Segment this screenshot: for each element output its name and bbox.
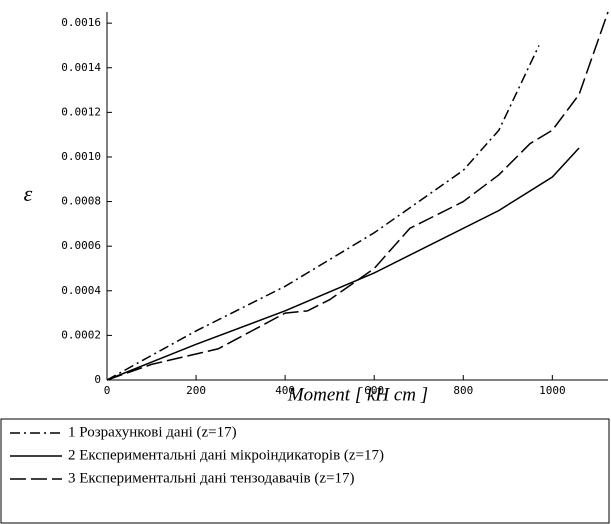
y-tick-label: 0.0008 xyxy=(61,195,101,208)
y-tick-label: 0.0004 xyxy=(61,284,101,297)
x-tick-label: 0 xyxy=(104,384,111,397)
series-line xyxy=(106,45,540,381)
y-axis-label: ε xyxy=(24,181,33,206)
y-tick-label: 0.0010 xyxy=(61,150,101,163)
y-tick-label: 0.0016 xyxy=(61,16,101,29)
legend-label: 3 Експериментальні дані тензодавачів (z=… xyxy=(68,470,354,486)
series-line xyxy=(106,147,580,381)
series-line xyxy=(106,11,609,381)
x-tick-label: 400 xyxy=(275,384,295,397)
y-tick-label: 0 xyxy=(94,373,101,386)
legend-label: 2 Експериментальні дані мікроіндикаторів… xyxy=(68,447,384,463)
x-tick-label: 800 xyxy=(453,384,473,397)
y-tick-label: 0.0014 xyxy=(61,61,101,74)
x-tick-label: 200 xyxy=(186,384,206,397)
legend-box xyxy=(0,418,610,524)
x-tick-label: 600 xyxy=(364,384,384,397)
x-tick-label: 1000 xyxy=(539,384,566,397)
y-tick-label: 0.0012 xyxy=(61,105,101,118)
legend-label: 1 Розрахункові дані (z=17) xyxy=(68,424,237,440)
x-axis-label: Moment [ kH cm ] xyxy=(287,384,428,405)
y-tick-label: 0.0002 xyxy=(61,328,101,341)
y-tick-label: 0.0006 xyxy=(61,239,101,252)
